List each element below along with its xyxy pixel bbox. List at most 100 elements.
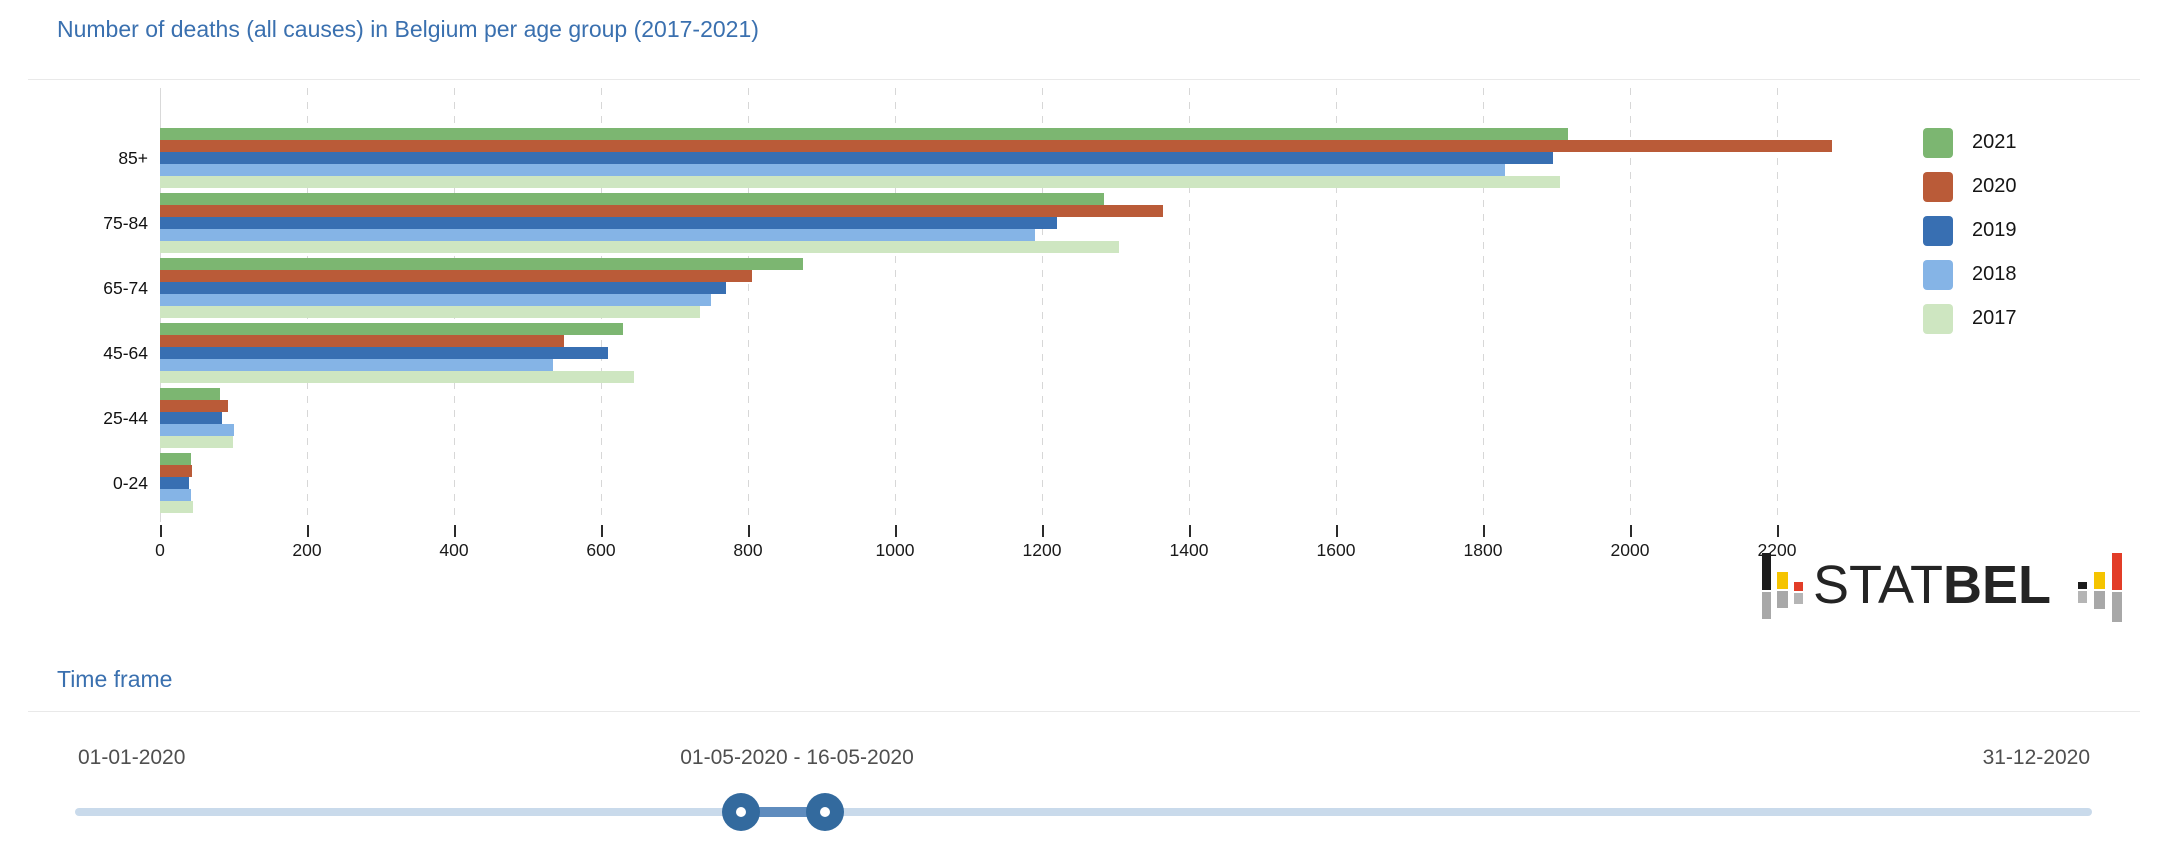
legend-swatch-2020 — [1923, 172, 1953, 202]
logo-bar-gray-right-3 — [2112, 592, 2122, 622]
x-tick-label: 200 — [292, 540, 322, 560]
bar-45-64-2021[interactable] — [160, 323, 624, 335]
bar-45-64-2019[interactable] — [160, 347, 609, 359]
bar-0-24-2021[interactable] — [160, 453, 191, 465]
bar-85+-2020[interactable] — [160, 140, 1833, 152]
bar-85+-2019[interactable] — [160, 152, 1553, 164]
bar-0-24-2018[interactable] — [160, 489, 191, 501]
slider-handle-start[interactable] — [721, 793, 760, 831]
statbel-logo: STATBEL — [1755, 548, 2137, 633]
logo-bar-black-left — [1762, 553, 1771, 590]
gridline-800 — [748, 88, 749, 522]
bar-75-84-2018[interactable] — [160, 229, 1035, 241]
bar-75-84-2021[interactable] — [160, 193, 1105, 205]
x-tick-label: 1000 — [875, 540, 915, 560]
x-tick-label: 1600 — [1316, 540, 1356, 560]
y-axis-label-65-74: 65-74 — [103, 278, 148, 298]
legend-swatch-2019 — [1923, 216, 1953, 246]
y-axis-label-75-84: 75-84 — [103, 213, 148, 233]
x-tick-label: 400 — [439, 540, 469, 560]
x-tick-mark-400 — [454, 525, 456, 537]
x-tick-mark-0 — [160, 525, 162, 537]
bar-0-24-2017[interactable] — [160, 501, 194, 513]
bar-25-44-2020[interactable] — [160, 400, 228, 412]
bar-65-74-2019[interactable] — [160, 282, 726, 294]
logo-text: STATBEL — [1813, 555, 2051, 615]
bar-45-64-2017[interactable] — [160, 371, 635, 383]
legend-label: 2021 — [1972, 131, 2017, 153]
bar-45-64-2020[interactable] — [160, 335, 565, 347]
bar-75-84-2020[interactable] — [160, 205, 1164, 217]
legend-swatch-2021 — [1923, 128, 1953, 158]
bar-75-84-2017[interactable] — [160, 241, 1120, 253]
gridline-2200 — [1777, 88, 1778, 522]
slider-track[interactable] — [75, 808, 2092, 816]
bar-65-74-2020[interactable] — [160, 270, 752, 282]
bar-45-64-2018[interactable] — [160, 359, 554, 371]
gridline-1000 — [895, 88, 896, 522]
bar-65-74-2021[interactable] — [160, 258, 804, 270]
bar-25-44-2019[interactable] — [160, 412, 223, 424]
bar-65-74-2017[interactable] — [160, 306, 701, 318]
x-tick-label: 800 — [733, 540, 763, 560]
x-tick-mark-1600 — [1336, 525, 1338, 537]
gridline-1400 — [1189, 88, 1190, 522]
slider-selected-range[interactable] — [740, 807, 826, 817]
legend-swatch-2018 — [1923, 260, 1953, 290]
x-tick-label: 1200 — [1022, 540, 1062, 560]
logo-bar-yellow-left — [1777, 572, 1788, 589]
bar-85+-2021[interactable] — [160, 128, 1568, 140]
timeframe-heading: Time frame — [57, 666, 173, 692]
legend-item-2017[interactable]: 2017 — [1923, 304, 2033, 334]
bar-0-24-2019[interactable] — [160, 477, 190, 489]
x-tick-mark-1800 — [1483, 525, 1485, 537]
logo-bar-black-right — [2078, 582, 2087, 589]
y-axis-label-0-24: 0-24 — [112, 473, 148, 493]
timeframe-divider — [28, 711, 2140, 712]
y-axis-label-45-64: 45-64 — [103, 343, 148, 363]
legend-label: 2019 — [1972, 219, 2017, 241]
legend-item-2019[interactable]: 2019 — [1923, 216, 2033, 246]
logo-bar-yellow-right — [2094, 572, 2105, 589]
timeframe-max-label: 31-12-2020 — [1982, 746, 2090, 769]
bar-25-44-2021[interactable] — [160, 388, 221, 400]
legend-item-2020[interactable]: 2020 — [1923, 172, 2033, 202]
x-tick-mark-2000 — [1630, 525, 1632, 537]
slider-handle-end[interactable] — [806, 793, 845, 831]
bar-0-24-2020[interactable] — [160, 465, 193, 477]
bar-85+-2018[interactable] — [160, 164, 1506, 176]
legend-label: 2020 — [1972, 175, 2017, 197]
logo-bar-gray-left-1 — [1762, 592, 1771, 619]
deaths-bar-chart: 0 200 400 600 800 1000 1200 1400 1600 1800 2000 220… — [0, 88, 2159, 560]
legend-swatch-2017 — [1923, 304, 1953, 334]
logo-bar-red-left — [1794, 582, 1803, 591]
y-axis-label-85+: 85+ — [118, 148, 148, 168]
bar-65-74-2018[interactable] — [160, 294, 712, 306]
timeframe-selected-range-label: 01-05-2020 - 16-05-2020 — [680, 746, 914, 769]
gridline-1200 — [1042, 88, 1043, 522]
bar-25-44-2017[interactable] — [160, 436, 233, 448]
x-tick-mark-600 — [601, 525, 603, 537]
bar-75-84-2019[interactable] — [160, 217, 1057, 229]
x-tick-mark-1200 — [1042, 525, 1044, 537]
logo-bar-red-right — [2112, 553, 2122, 590]
x-tick-mark-800 — [748, 525, 750, 537]
legend-item-2021[interactable]: 2021 — [1923, 128, 2033, 158]
legend-item-2018[interactable]: 2018 — [1923, 260, 2033, 290]
x-tick-label: 1400 — [1169, 540, 1209, 560]
x-tick-label: 0 — [155, 540, 165, 560]
page-title: Number of deaths (all causes) in Belgium… — [57, 16, 759, 42]
timeframe-min-label: 01-01-2020 — [78, 746, 186, 769]
legend-label: 2018 — [1972, 263, 2017, 285]
y-axis-label-25-44: 25-44 — [103, 408, 148, 428]
gridline-1600 — [1336, 88, 1337, 522]
timeframe-range-slider[interactable] — [75, 790, 2092, 834]
x-tick-mark-2200 — [1777, 525, 1779, 537]
logo-bar-gray-right-1 — [2078, 591, 2087, 603]
x-tick-mark-200 — [307, 525, 309, 537]
x-tick-mark-1000 — [895, 525, 897, 537]
legend-label: 2017 — [1972, 307, 2017, 329]
bar-25-44-2018[interactable] — [160, 424, 234, 436]
bar-85+-2017[interactable] — [160, 176, 1561, 188]
gridline-2000 — [1630, 88, 1631, 522]
